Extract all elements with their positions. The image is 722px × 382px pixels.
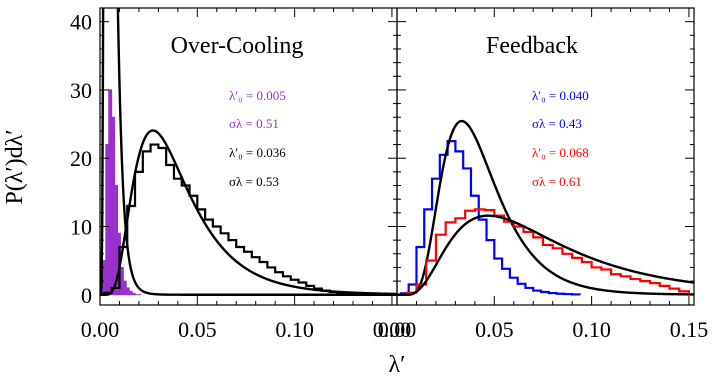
panel-1-fit-curve-3 xyxy=(100,129,397,296)
panel-2-plot-area xyxy=(397,119,694,296)
y-tick-label: 10 xyxy=(70,214,92,239)
panel-1-annotation-4: σλ = 0.53 xyxy=(229,174,279,189)
y-tick-label: 0 xyxy=(81,283,92,308)
panel-1-annotation-2: σλ = 0.51 xyxy=(229,116,279,131)
panel-2-x-tick-label: 0.00 xyxy=(378,317,417,342)
panel-2-histogram-0 xyxy=(399,140,582,296)
panel-2-x-tick-label: 0.05 xyxy=(475,317,514,342)
panel-2-x-tick-label: 0.15 xyxy=(670,317,709,342)
panel-1-annotation-3: λ′₀ = 0.036 xyxy=(229,145,286,160)
panel-1-x-tick-label: 0.00 xyxy=(81,317,120,342)
panel-2-frame xyxy=(396,7,695,306)
panel-2-title: Feedback xyxy=(486,33,578,59)
y-tick-label: 40 xyxy=(70,10,92,35)
panel-2-fit-curve-3 xyxy=(397,214,694,296)
panel-2-annotation-4: σλ = 0.61 xyxy=(532,174,582,189)
panel-2-histogram-2 xyxy=(405,208,691,295)
panel-1-x-tick-label: 0.10 xyxy=(275,317,314,342)
panel-2-fit-curve-1 xyxy=(397,119,694,296)
panel-1-histogram-2 xyxy=(102,143,394,296)
y-tick-label: 20 xyxy=(70,146,92,171)
y-tick-label: 30 xyxy=(70,78,92,103)
x-axis-label: λ′ xyxy=(389,352,406,378)
panel-2-annotation-2: σλ = 0.43 xyxy=(532,116,582,131)
panel-1-x-tick-label: 0.05 xyxy=(178,317,217,342)
panel-1-title: Over-Cooling xyxy=(171,33,304,59)
panel-1-annotation-1: λ′₀ = 0.005 xyxy=(229,88,286,103)
panel-1-plot-area xyxy=(100,8,397,296)
panel-2-x-tick-label: 0.10 xyxy=(572,317,611,342)
panel-2-annotation-3: λ′₀ = 0.068 xyxy=(532,145,589,160)
panel-1-x-tick-label: 0.00 xyxy=(373,317,412,342)
panel-2-annotation-1: λ′₀ = 0.040 xyxy=(532,88,589,103)
y-axis-label: P(λ′)dλ′ xyxy=(2,129,28,204)
